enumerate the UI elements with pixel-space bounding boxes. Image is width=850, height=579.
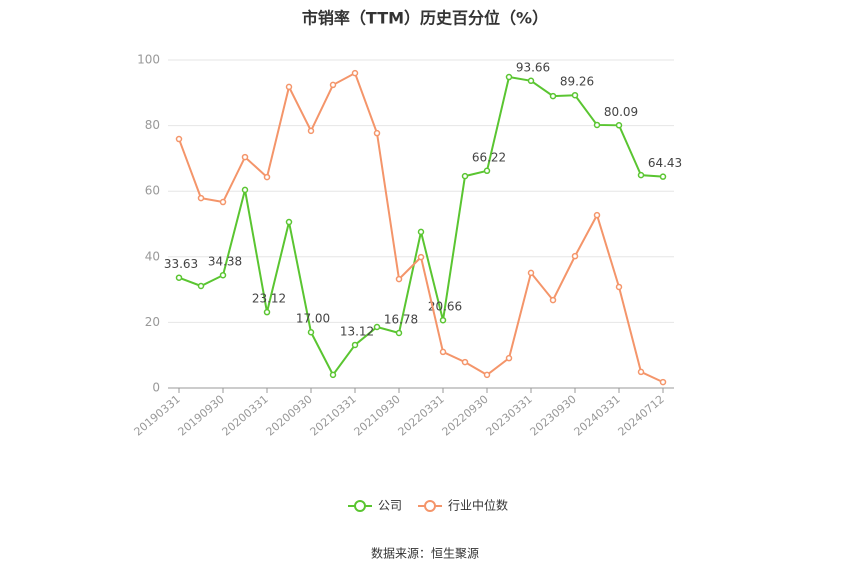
data-point [637,171,645,179]
legend-marker [424,500,437,512]
data-label: 17.00 [296,312,330,326]
y-tick-label: 100 [137,53,160,67]
data-point [593,211,601,219]
data-point [197,194,205,202]
data-point [417,228,425,236]
y-tick-label: 40 [145,249,160,263]
data-point [307,127,315,135]
data-label: 93.66 [516,60,550,74]
data-point [637,368,645,376]
legend-label: 行业中位数 [448,498,508,513]
x-tick-label: 20200930 [264,393,315,439]
data-point [175,135,183,143]
data-point [197,282,205,290]
data-point [373,323,381,331]
x-tick-label: 20200331 [220,393,271,439]
x-tick-label: 20230331 [484,393,535,439]
legend-label: 公司 [378,499,402,513]
data-point [659,173,667,180]
data-label: 80.09 [604,105,638,119]
x-tick-label: 20220930 [440,393,491,439]
x-tick-label: 20230930 [528,393,579,439]
data-label: 23.12 [252,292,286,306]
data-label: 64.43 [648,156,682,170]
data-point [659,378,667,386]
x-tick-label: 20190930 [176,393,227,439]
x-tick-label: 20210930 [352,393,403,439]
data-label: 16.78 [384,312,418,326]
data-label: 34.38 [208,255,242,269]
data-point [615,122,623,129]
data-point [219,198,227,206]
data-label: 89.26 [560,75,594,89]
data-point [571,91,579,99]
x-tick-label: 20220331 [396,393,447,439]
x-tick-label: 20190331 [132,393,183,439]
data-point [549,92,557,100]
data-point [439,316,447,324]
data-point [395,275,403,283]
data-point [351,69,359,77]
legend-marker [354,500,366,512]
x-tick-label: 20240331 [572,393,623,439]
source-note: 数据来源：恒生聚源 [371,546,479,561]
data-label: 66.22 [472,150,506,164]
data-point [329,371,337,379]
data-point [285,218,293,226]
data-point [505,354,513,362]
data-label: 13.12 [340,324,374,338]
data-point [329,81,337,89]
data-point [241,186,249,194]
y-tick-label: 60 [145,184,160,198]
data-point [461,358,469,366]
y-tick-label: 20 [145,315,160,329]
data-point [285,83,293,91]
data-point [439,348,447,356]
data-point [461,172,469,180]
data-point [593,121,601,129]
data-point [571,252,579,260]
data-point [307,328,315,336]
data-point [549,296,557,304]
x-tick-label: 20240712 [616,393,667,439]
data-point [417,253,425,261]
data-point [263,173,271,181]
chart-title: 市销率（TTM）历史百分位（%） [302,9,548,28]
data-point [241,153,249,161]
y-tick-label: 0 [152,381,160,395]
data-point [483,167,491,175]
y-tick-label: 80 [145,118,160,132]
data-label: 33.63 [164,257,198,271]
data-point [263,308,271,316]
data-point [395,329,403,337]
data-point [175,274,183,281]
data-point [615,283,623,291]
data-label: 20.66 [428,300,462,314]
x-tick-label: 20210331 [308,393,359,439]
data-point [505,73,513,81]
data-point [219,271,227,279]
data-point [527,269,535,277]
data-point [527,77,535,85]
data-point [373,129,381,137]
data-point [483,371,491,379]
data-point [351,341,359,349]
